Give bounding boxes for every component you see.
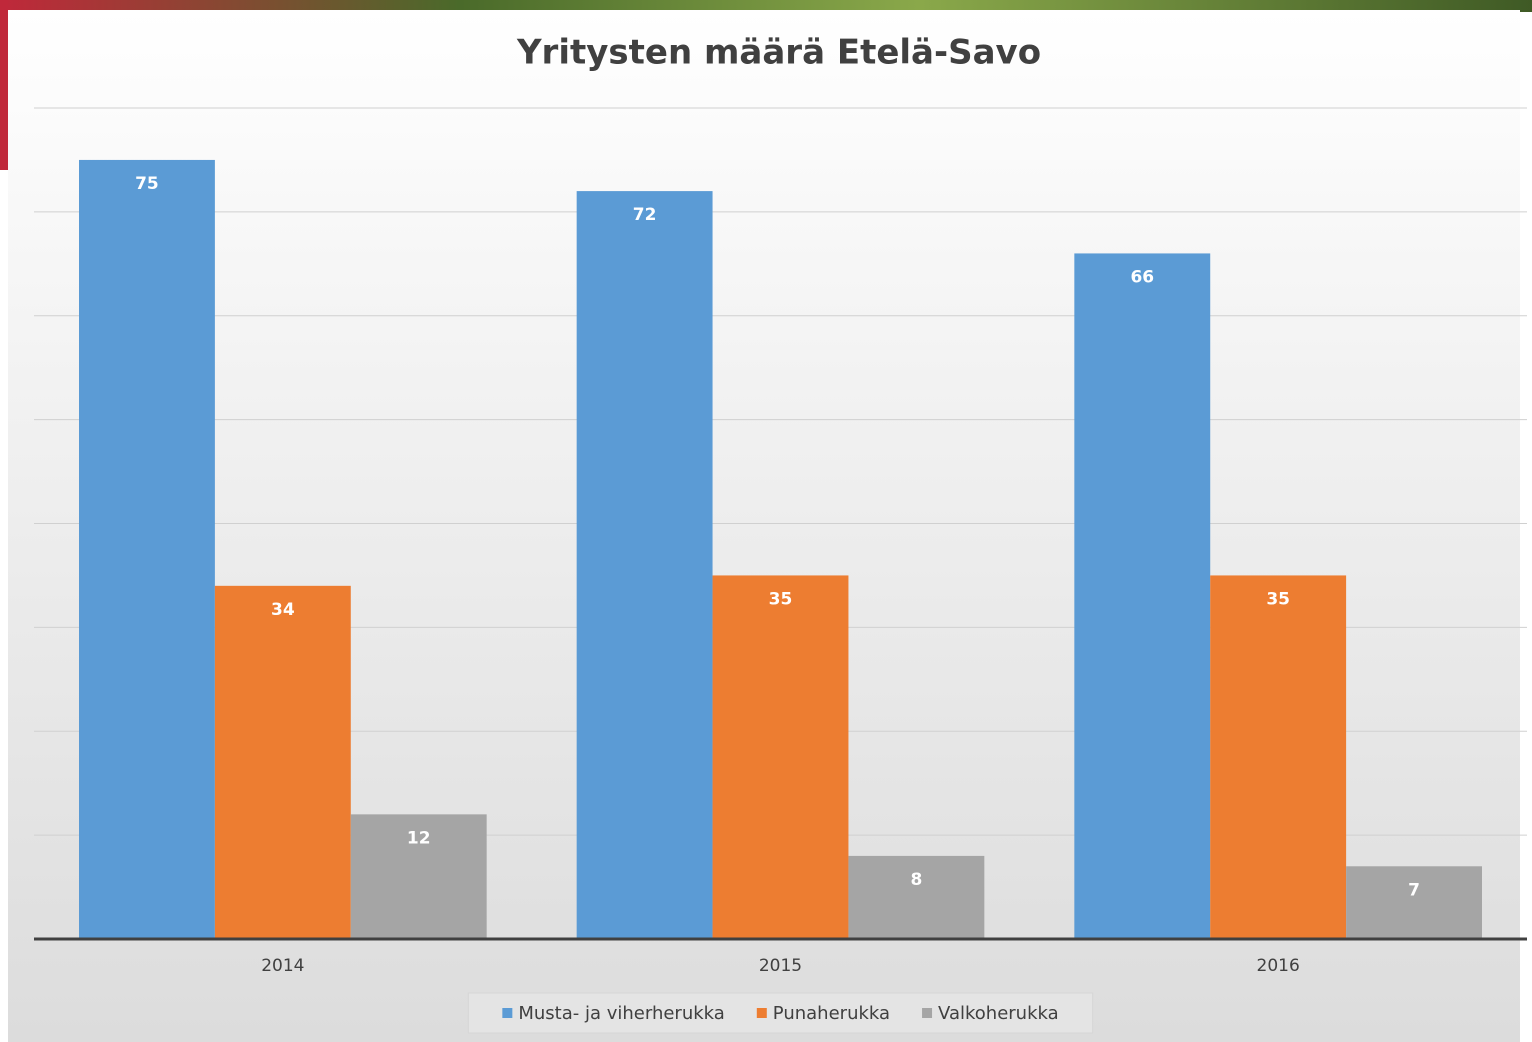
x-tick-label: 2015: [759, 956, 802, 976]
data-label: 35: [1266, 589, 1290, 609]
data-label: 66: [1130, 267, 1154, 287]
bar: [1210, 575, 1347, 939]
legend-label: Valkoherukka: [938, 1003, 1059, 1024]
bar: [848, 855, 985, 939]
legend-swatch: [502, 1008, 513, 1018]
chart-title: Yritysten määrä Etelä-Savo: [516, 33, 1041, 73]
data-label: 8: [910, 870, 922, 890]
bar: [350, 814, 487, 939]
data-label: 7: [1408, 880, 1420, 900]
legend-label: Musta- ja viherherukka: [518, 1003, 724, 1024]
bar: [79, 159, 215, 939]
data-label: 34: [271, 600, 295, 620]
x-tick-label: 2016: [1257, 956, 1300, 976]
bar: [1346, 866, 1482, 939]
legend-swatch: [922, 1008, 933, 1018]
data-label: 75: [135, 174, 159, 194]
photo-edge: [0, 0, 8, 170]
data-label: 35: [769, 589, 793, 609]
data-label: 72: [633, 205, 657, 225]
bar: [1074, 253, 1211, 940]
data-label: 12: [407, 828, 431, 848]
legend-box: [467, 992, 1094, 1034]
legend-swatch: [756, 1008, 767, 1018]
bar: [214, 585, 351, 939]
bar: [576, 191, 713, 940]
x-tick-label: 2014: [261, 956, 304, 976]
legend-label: Punaherukka: [773, 1003, 890, 1024]
bar: [712, 575, 849, 939]
photo-strip: [0, 0, 1532, 12]
